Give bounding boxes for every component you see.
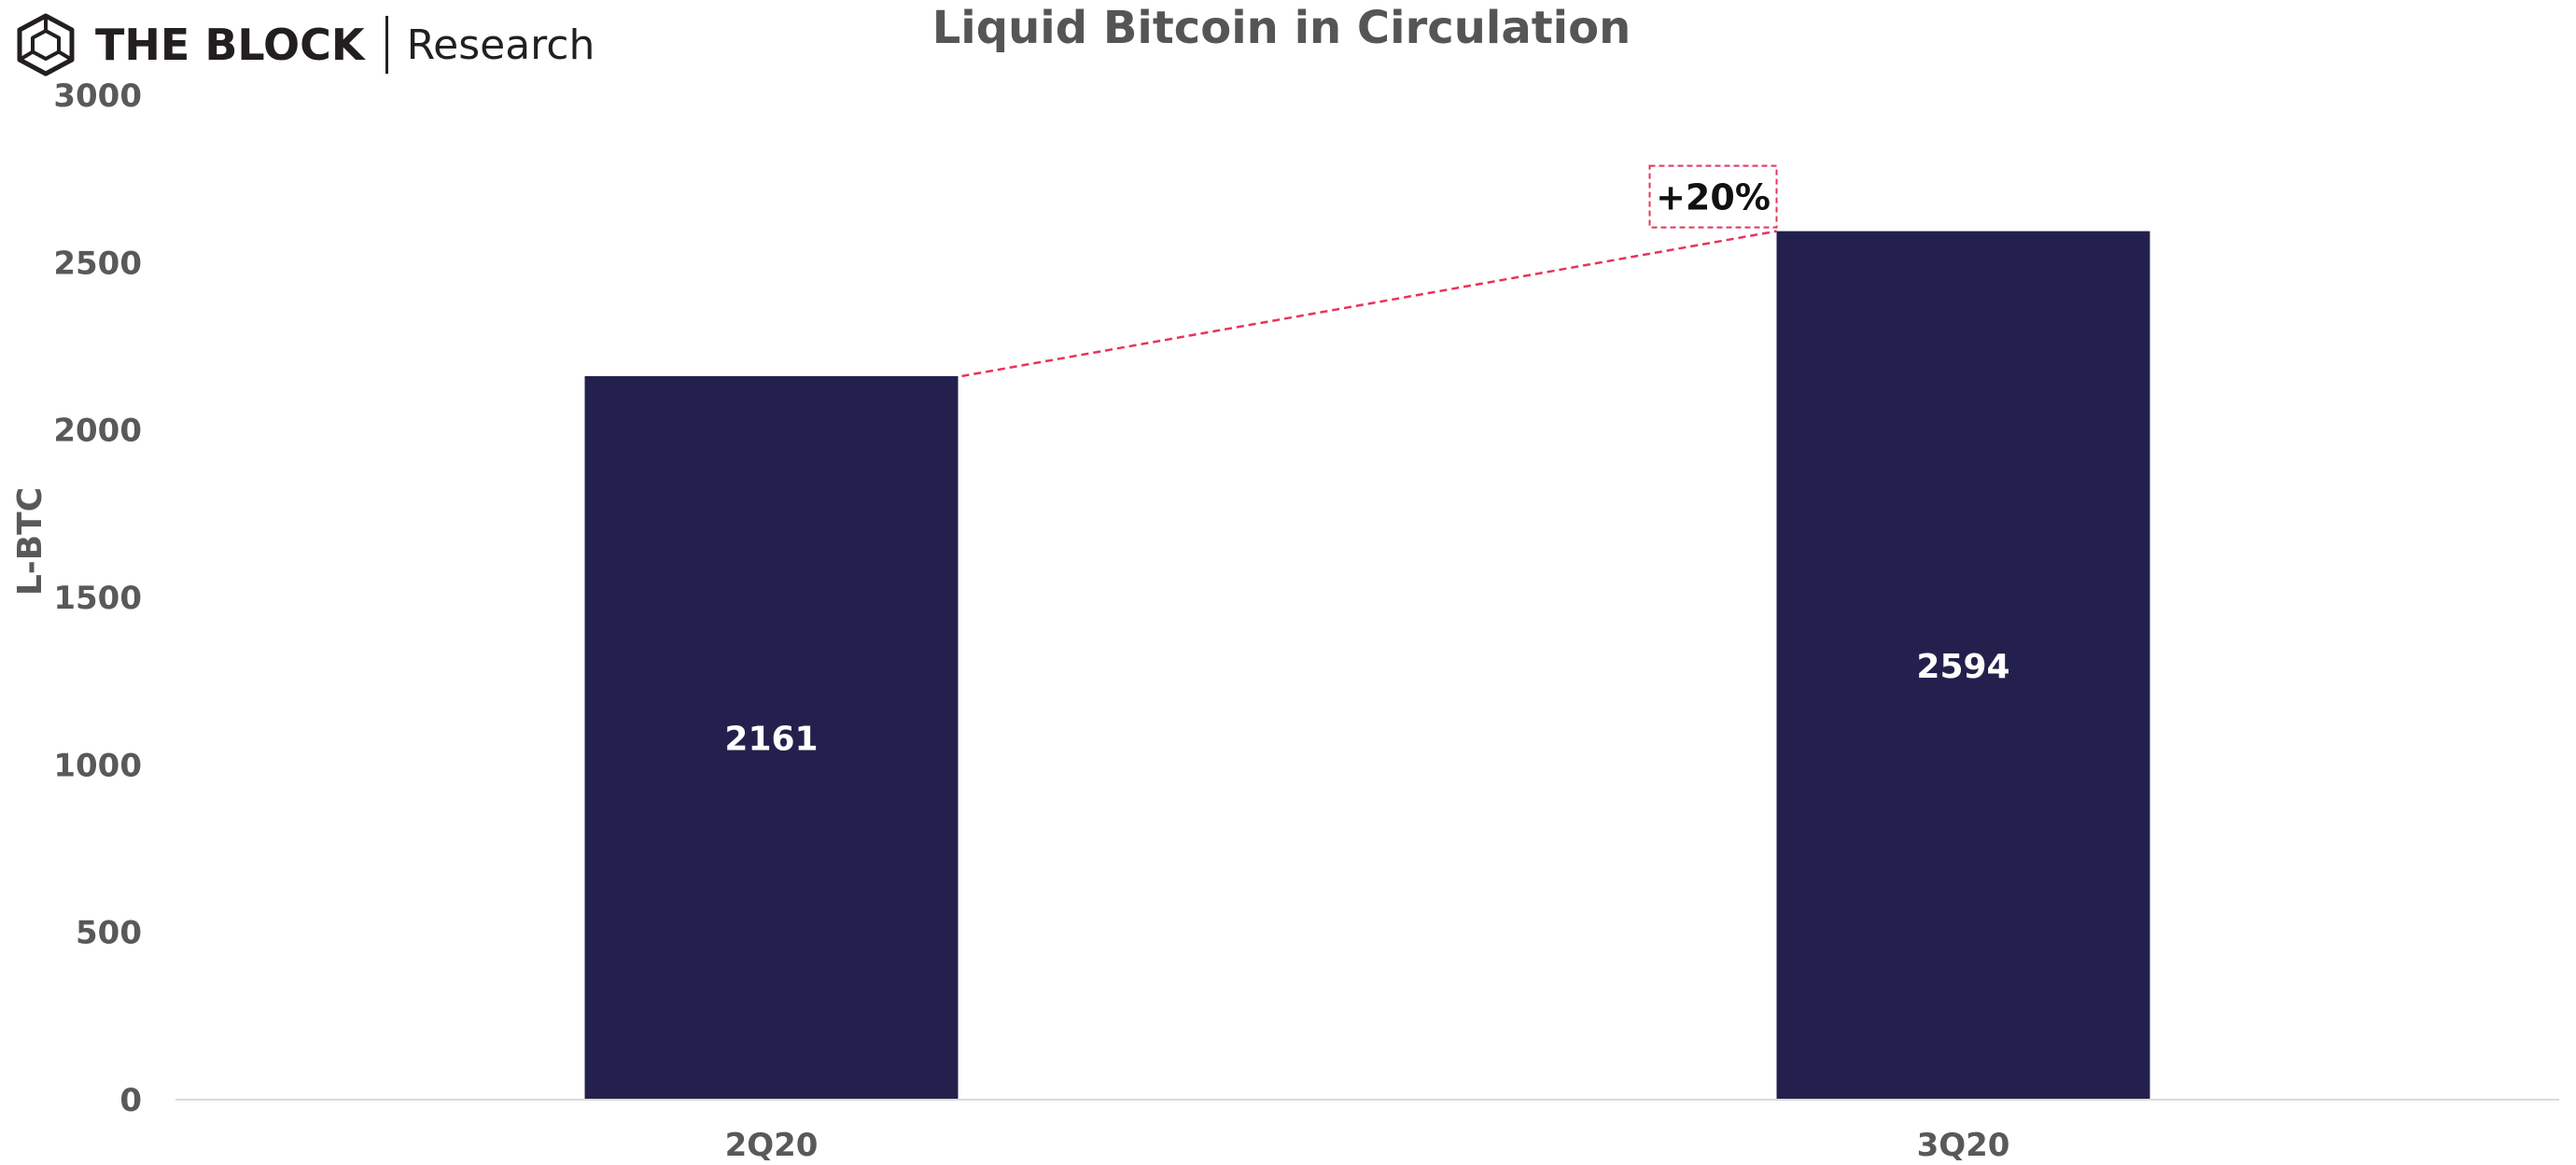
- y-tick-label: 0: [119, 1082, 142, 1119]
- growth-box: [1648, 164, 1778, 229]
- brand-subtitle: Research: [406, 21, 595, 69]
- bar-2Q20: [584, 375, 959, 1100]
- y-axis: 0 500 1000 1500 2000 2500 3000: [53, 77, 142, 1119]
- bar-value-label: 2594: [1916, 648, 2009, 686]
- chart-title: Liquid Bitcoin in Circulation: [931, 2, 1631, 54]
- x-tick-label: 2Q20: [725, 1127, 819, 1164]
- x-tick-label: 3Q20: [1917, 1127, 2010, 1164]
- y-tick-label: 1000: [53, 747, 142, 784]
- y-tick-label: 3000: [53, 77, 142, 115]
- growth-annotation: +20%: [961, 164, 1778, 378]
- y-tick-label: 500: [76, 915, 142, 952]
- x-axis: 2Q20 3Q20: [725, 1127, 2010, 1164]
- cube-logo-icon: [17, 13, 75, 77]
- y-axis-title: L-BTC: [11, 487, 49, 596]
- bars: 2161 2594: [584, 231, 2150, 1101]
- bar-value-label: 2161: [724, 720, 818, 758]
- y-tick-label: 2500: [53, 245, 142, 282]
- growth-percent-label: +20%: [1656, 177, 1771, 218]
- brand-divider: [385, 16, 388, 74]
- y-tick-label: 2000: [53, 413, 142, 450]
- bar-3Q20: [1776, 231, 2150, 1101]
- brand-name: THE BLOCK: [95, 20, 365, 70]
- y-tick-label: 1500: [53, 580, 142, 617]
- growth-connector-line: [961, 230, 1777, 378]
- brand-logo: THE BLOCK Research: [13, 7, 595, 82]
